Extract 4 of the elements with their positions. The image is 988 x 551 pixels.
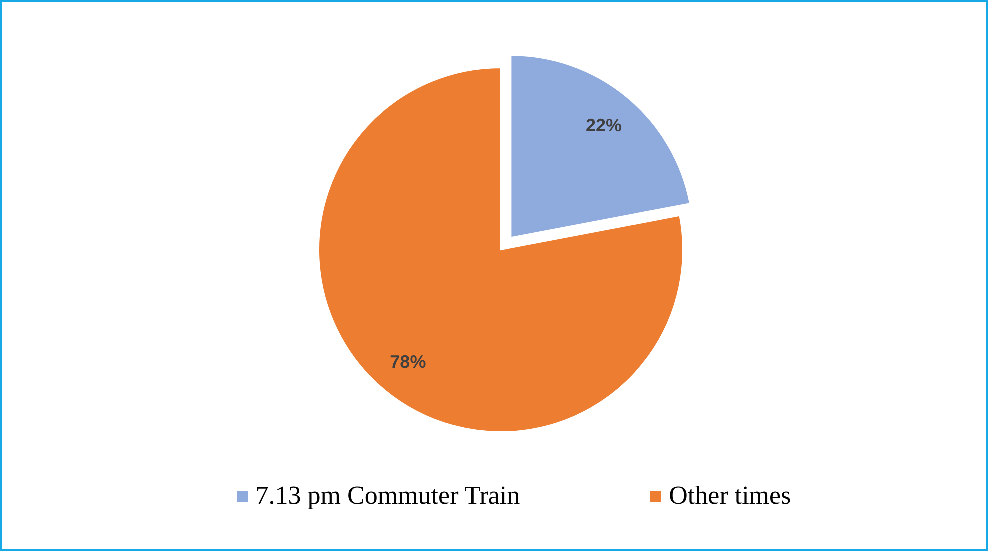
legend-label: Other times — [669, 481, 792, 511]
legend-label: 7.13 pm Commuter Train — [256, 481, 520, 511]
data-label: 78% — [390, 352, 426, 372]
data-label: 22% — [586, 115, 622, 136]
